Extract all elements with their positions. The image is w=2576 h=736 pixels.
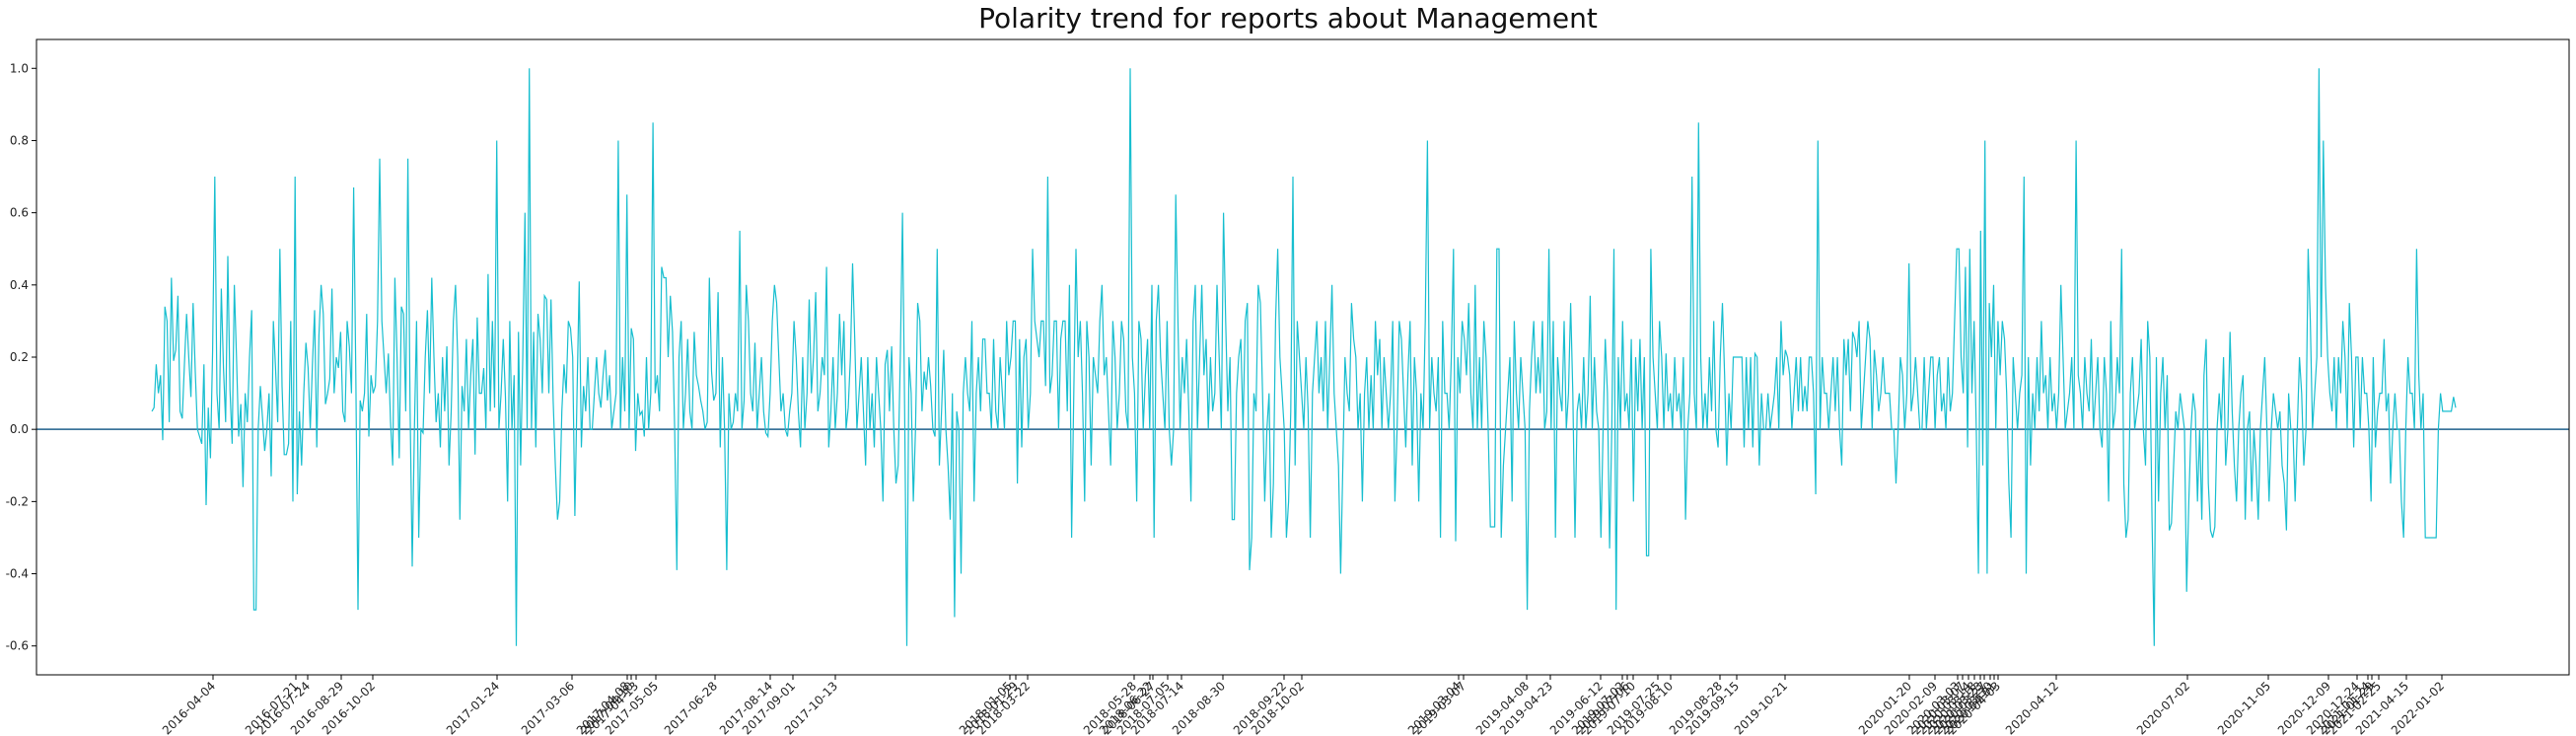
x-tick-label: 2017-06-28 — [662, 679, 720, 736]
polarity-series-line — [151, 68, 2457, 646]
y-axis: -0.6 -0.4 -0.2 0.0 0.2 0.4 0.6 0.8 1.0 — [6, 61, 36, 653]
plot-frame — [36, 38, 2570, 676]
y-tick-label: 0.0 — [10, 422, 29, 436]
y-tick-label: 0.8 — [10, 133, 29, 147]
x-tick-label: 2019-03-07 — [1410, 679, 1468, 736]
y-tick-label: -0.4 — [6, 567, 29, 581]
x-tick-label: 2016-04-04 — [160, 679, 218, 736]
x-tick-label: 2020-04-12 — [2003, 679, 2061, 736]
y-tick-label: 0.2 — [10, 350, 29, 364]
x-tick-label: 2020-07-02 — [2134, 679, 2192, 736]
x-axis: 2016-04-04 2016-07-212016-07-242016-08-29… — [160, 675, 2447, 736]
y-tick-label: 0.4 — [10, 278, 29, 292]
y-tick-label: 0.6 — [10, 206, 29, 220]
x-tick-label: 2017-01-24 — [444, 679, 502, 736]
y-tick-label: 1.0 — [10, 61, 29, 75]
x-tick-label: 2017-03-06 — [519, 679, 577, 736]
y-tick-label: -0.2 — [6, 494, 29, 508]
chart-title: Polarity trend for reports about Managem… — [978, 2, 1598, 35]
x-tick-label: 2020-11-05 — [2215, 679, 2273, 736]
y-tick-label: -0.6 — [6, 639, 29, 653]
